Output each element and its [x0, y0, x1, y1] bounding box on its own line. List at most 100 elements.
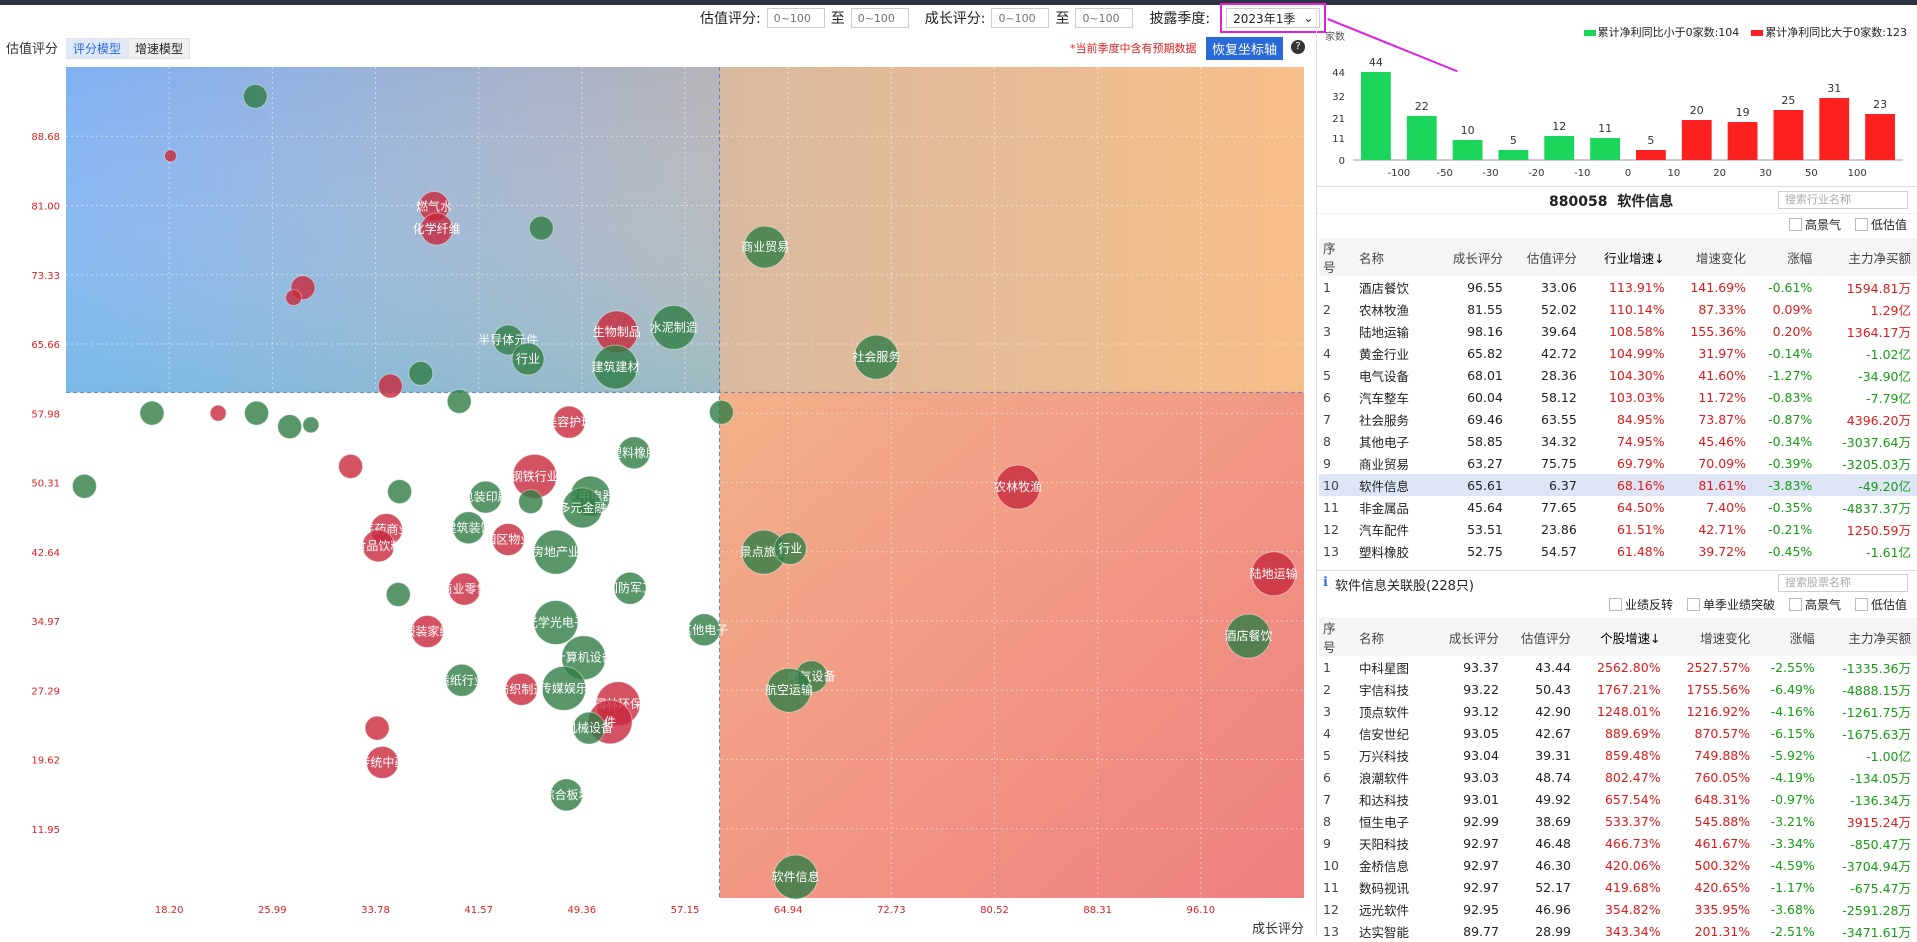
industry-bubble[interactable]: 美容护理 [545, 405, 593, 439]
table-row[interactable]: 4 黄金行业 65.82 42.72 104.99% 31.97% -0.14% -1.02亿 [1319, 342, 1917, 364]
industry-bubble[interactable]: 园区物业 [484, 522, 532, 556]
valuation-max-input[interactable] [850, 8, 909, 28]
reset-axis-button[interactable]: 恢复坐标轴 [1206, 37, 1284, 60]
industry-bubble[interactable]: 塑料橡胶 [610, 436, 658, 470]
industry-bubble[interactable]: 传统中药 [358, 745, 406, 779]
table-row[interactable]: 3 顶点软件 93.12 42.90 1248.01% 1216.92% -4.16% -12… [1319, 700, 1917, 722]
column-header[interactable]: 序号 [1319, 618, 1353, 656]
season-select[interactable]: 2023年1季 ⌄ [1226, 8, 1321, 28]
hist-bar[interactable] [1590, 138, 1620, 160]
table-row[interactable]: 8 恒生电子 92.99 38.69 533.37% 545.88% -3.21% 3915.… [1319, 810, 1917, 832]
industry-bubble[interactable] [209, 404, 227, 422]
industry-bubble[interactable] [139, 400, 165, 426]
hist-bar[interactable] [1681, 120, 1712, 160]
industry-bubble[interactable]: 包装印刷 [462, 480, 510, 514]
table-row[interactable]: 11 非金属品 45.64 77.65 64.50% 7.40% -0.35% -4837.3… [1319, 496, 1917, 518]
help-icon[interactable]: ? [1291, 40, 1305, 54]
industry-bubble[interactable]: 生物制品 [593, 310, 641, 354]
industry-bubble[interactable]: 其他电子 [680, 613, 728, 647]
table-row[interactable]: 4 信安世纪 93.05 42.67 889.69% 870.57% -6.15% -1675… [1319, 722, 1917, 744]
table-row[interactable]: 12 远光软件 92.95 46.96 354.82% 335.95% -3.68% -259… [1319, 898, 1917, 920]
hist-bar[interactable] [1406, 116, 1437, 160]
industry-bubble[interactable]: 水泥制造 [650, 304, 698, 350]
industry-bubble[interactable]: 国防军工 [606, 571, 654, 605]
column-header[interactable]: 名称 [1353, 238, 1435, 276]
table-row[interactable]: 2 农林牧渔 81.55 52.02 110.14% 87.33% 0.09% 1.29亿 [1319, 298, 1917, 320]
industry-bubble[interactable]: 软件信息 [772, 854, 820, 900]
column-header[interactable]: 名称 [1353, 618, 1433, 656]
industry-bubble[interactable]: 社会服务 [852, 334, 900, 380]
industry-bubble[interactable] [708, 399, 734, 425]
industry-bubble[interactable]: 航空运输 [765, 667, 813, 713]
industry-bubble[interactable]: 商业贸易 [741, 225, 789, 269]
table-row[interactable]: 10 软件信息 65.61 6.37 68.16% 81.61% -3.83% -49.20亿 [1319, 474, 1917, 496]
industry-bubble[interactable] [385, 582, 411, 608]
table-row[interactable]: 12 汽车配件 53.51 23.86 61.51% 42.71% -0.21% 1250.5… [1319, 518, 1917, 540]
industry-bubble[interactable]: 半导体元件 [478, 324, 538, 356]
column-header[interactable]: 成长评分 [1434, 238, 1509, 276]
table-row[interactable]: 2 宇信科技 93.22 50.43 1767.21% 1755.56% -6.49% -48… [1319, 678, 1917, 700]
checkbox-quarter-break[interactable]: 单季业绩突破 [1687, 596, 1775, 613]
industry-search-input[interactable]: 搜索行业名称 [1778, 191, 1908, 209]
industry-bubble[interactable]: 农林牧渔 [994, 464, 1042, 510]
industry-bubble[interactable]: 建筑装饰 [444, 511, 492, 545]
industry-bubble[interactable] [163, 149, 177, 163]
stock-search-input[interactable]: 搜索股票名称 [1778, 574, 1908, 592]
valuation-min-input[interactable] [766, 8, 825, 28]
column-header[interactable]: 成长评分 [1432, 618, 1505, 656]
industry-bubble[interactable] [377, 373, 403, 399]
checkbox-high-prosperity[interactable]: 高景气 [1789, 216, 1841, 233]
industry-bubble[interactable]: 化学纤维 [413, 212, 461, 246]
table-row[interactable]: 5 电气设备 68.01 28.36 104.30% 41.60% -1.27% -34.90… [1319, 364, 1917, 386]
industry-bubble[interactable] [277, 414, 303, 440]
hist-bar[interactable] [1819, 98, 1850, 160]
industry-bubble[interactable]: 建筑建材 [591, 344, 639, 390]
hist-bar[interactable] [1452, 140, 1483, 160]
industry-bubble[interactable]: 传媒娱乐 [540, 665, 588, 711]
industry-bubble[interactable] [302, 416, 320, 434]
table-row[interactable]: 7 社会服务 69.46 63.55 84.95% 73.87% -0.87% 4396.20… [1319, 408, 1917, 430]
hist-bar[interactable] [1498, 150, 1529, 160]
industry-bubble[interactable] [338, 453, 364, 479]
industry-bubble[interactable]: 纺织制造 [497, 672, 545, 706]
hist-bar[interactable] [1544, 136, 1575, 160]
checkbox-high-prosperity-2[interactable]: 高景气 [1789, 596, 1841, 613]
table-row[interactable]: 8 其他电子 58.85 34.32 74.95% 45.46% -0.34% -3037.6… [1319, 430, 1917, 452]
table-row[interactable]: 11 数码视讯 92.97 52.17 419.68% 420.65% -1.17% -675… [1319, 876, 1917, 898]
column-header[interactable]: 涨幅 [1751, 238, 1819, 276]
table-row[interactable]: 13 达实智能 89.77 28.99 343.34% 201.31% -2.51% -347… [1319, 920, 1917, 942]
column-header[interactable]: 涨幅 [1756, 618, 1821, 656]
industry-bubble[interactable] [387, 479, 413, 505]
industry-bubble[interactable]: 机械设备 [565, 711, 613, 745]
industry-bubble[interactable]: 景点旅游 [740, 529, 788, 575]
checkbox-low-valuation-2[interactable]: 低估值 [1855, 596, 1907, 613]
growth-max-input[interactable] [1075, 8, 1134, 28]
industry-bubble[interactable] [364, 715, 390, 741]
checkbox-low-valuation[interactable]: 低估值 [1855, 216, 1907, 233]
table-row[interactable]: 10 金桥信息 92.97 46.30 420.06% 500.32% -4.59% -370… [1319, 854, 1917, 876]
industry-bubble[interactable]: 房地产业 [532, 529, 580, 575]
hist-bar[interactable] [1773, 110, 1804, 160]
column-header[interactable]: 估值评分 [1508, 238, 1583, 276]
industry-bubble[interactable] [285, 289, 303, 307]
hist-bar[interactable] [1727, 122, 1758, 160]
column-header[interactable]: 估值评分 [1504, 618, 1578, 656]
column-header[interactable]: 增速变化 [1670, 238, 1752, 276]
industry-bubble[interactable]: 食品饮料 [354, 529, 402, 563]
checkbox-reversal[interactable]: 业绩反转 [1609, 596, 1673, 613]
industry-bubble[interactable]: 钢铁行业 [511, 453, 559, 499]
table-row[interactable]: 13 塑料橡胶 52.75 54.57 61.48% 39.72% -0.45% -1.61亿 [1319, 540, 1917, 562]
table-row[interactable]: 6 浪潮软件 93.03 48.74 802.47% 760.05% -4.19% -134.… [1319, 766, 1917, 788]
hist-bar[interactable] [1361, 72, 1391, 160]
industry-bubble[interactable]: 多元金融 [558, 487, 606, 529]
industry-bubble[interactable] [408, 360, 434, 386]
table-row[interactable]: 1 中科星图 93.37 43.44 2562.80% 2527.57% -2.55% -13… [1319, 656, 1917, 678]
column-header[interactable]: 主力净买额 [1820, 618, 1917, 656]
tab-score-model[interactable]: 评分模型 [66, 38, 129, 59]
industry-bubble[interactable]: 行业 [773, 532, 807, 566]
column-header[interactable]: 序号 [1319, 238, 1353, 276]
column-header[interactable]: 增速变化 [1666, 618, 1757, 656]
industry-bubble[interactable] [518, 489, 544, 515]
column-header[interactable]: 主力净买额 [1818, 238, 1917, 276]
industry-bubble[interactable]: 造纸行业 [438, 663, 486, 697]
